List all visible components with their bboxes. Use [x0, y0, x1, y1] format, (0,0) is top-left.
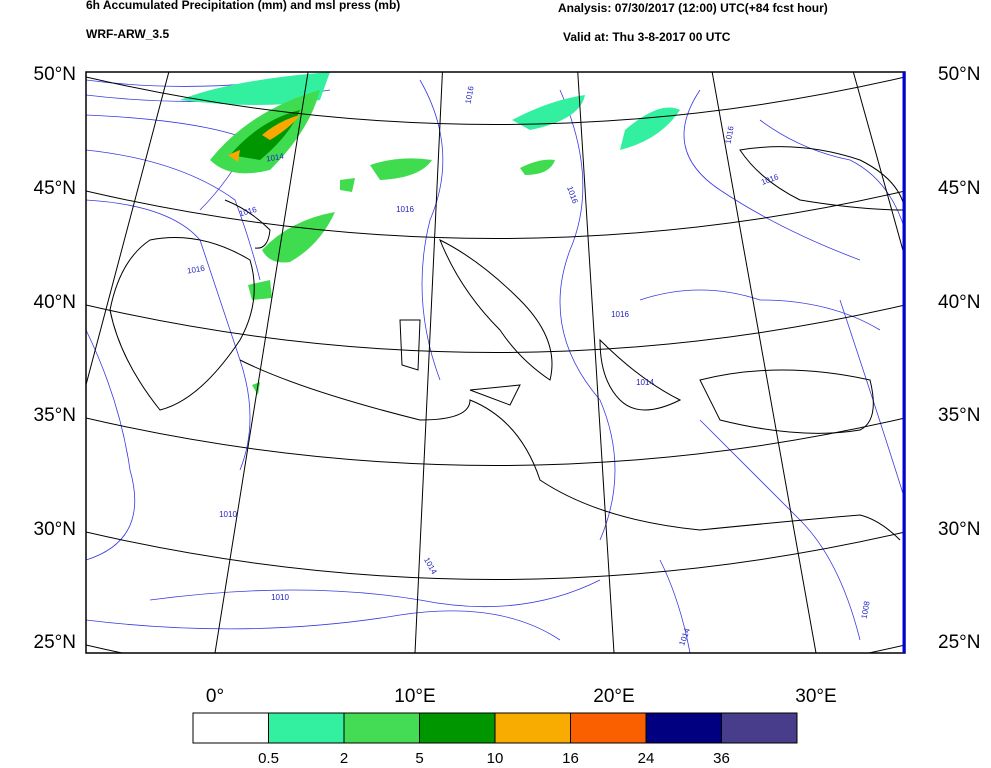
isobar-label: 1016 [464, 85, 476, 105]
lat-label: 50°N [938, 64, 980, 85]
precipitation [180, 72, 680, 395]
isobar-label: 1016 [186, 264, 206, 276]
colorbar-label: 10 [487, 750, 504, 767]
lat-label: 25°N [938, 632, 980, 653]
map-body: 1016 1014 1016 1016 1016 1016 1016 1016 1014 1016… [86, 72, 905, 653]
lon-label: 10°E [394, 686, 435, 707]
colorbar-label: 16 [562, 750, 579, 767]
lat-label: 45°N [34, 178, 76, 199]
colorbar-swatch [645, 712, 722, 744]
analysis: Analysis: 07/30/2017 (12:00) UTC(+84 fcs… [558, 1, 828, 15]
isobar-label: 1014 [636, 378, 654, 387]
model: WRF-ARW_3.5 [86, 27, 169, 41]
lat-label: 40°N [938, 292, 980, 313]
colorbar-swatch [570, 712, 647, 744]
colorbar-swatch [721, 712, 798, 744]
isobar-label: 1016 [565, 185, 580, 205]
isobar-label: 1010 [271, 593, 289, 602]
isobar-label: 1016 [760, 172, 780, 187]
colorbar-label: 2 [340, 750, 348, 767]
colorbar-label: 24 [638, 750, 655, 767]
lat-label: 35°N [938, 405, 980, 426]
lat-label: 40°N [34, 292, 76, 313]
colorbar-label: 36 [713, 750, 730, 767]
title: 6h Accumulated Precipitation (mm) and ms… [86, 0, 400, 12]
isobar-label: 1016 [611, 310, 629, 319]
isobar-label: 1008 [860, 600, 872, 620]
colorbar-swatch [343, 712, 420, 744]
isobar-label: 1010 [219, 510, 237, 519]
lat-label: 50°N [34, 64, 76, 85]
map-frame [85, 71, 906, 654]
lon-label: 20°E [593, 686, 634, 707]
lat-label: 30°N [34, 519, 76, 540]
colorbar-swatch [268, 712, 345, 744]
graticule [86, 72, 905, 653]
isobar-label: 1014 [265, 152, 285, 164]
lat-label: 35°N [34, 405, 76, 426]
isobar-label: 1014 [677, 626, 692, 646]
isobar-label: 1016 [396, 205, 414, 214]
colorbar-swatch [192, 712, 269, 744]
isobar-label: 1016 [238, 205, 258, 218]
lat-label: 30°N [938, 519, 980, 540]
valid-time: Valid at: Thu 3-8-2017 00 UTC [563, 30, 731, 44]
lon-label: 0° [206, 686, 224, 707]
colorbar: 0.5 2 5 10 16 24 36 [192, 712, 798, 767]
colorbar-swatch [419, 712, 496, 744]
colorbar-label: 5 [415, 750, 423, 767]
isobar-labels: 1016 1014 1016 1016 1016 1016 1016 1016 1014 1016… [186, 85, 871, 647]
colorbar-label: 0.5 [258, 750, 279, 767]
isobar-label: 1016 [724, 125, 736, 145]
isobar-label: 1014 [422, 556, 439, 576]
ticks: 50°N 50°N 45°N 45°N 40°N 40°N 35°N 35°N 30°N 30°N… [34, 64, 981, 707]
lon-label: 30°E [795, 686, 836, 707]
lat-label: 25°N [34, 632, 76, 653]
isobars [86, 74, 905, 653]
lat-label: 45°N [938, 178, 980, 199]
colorbar-swatch [494, 712, 571, 744]
